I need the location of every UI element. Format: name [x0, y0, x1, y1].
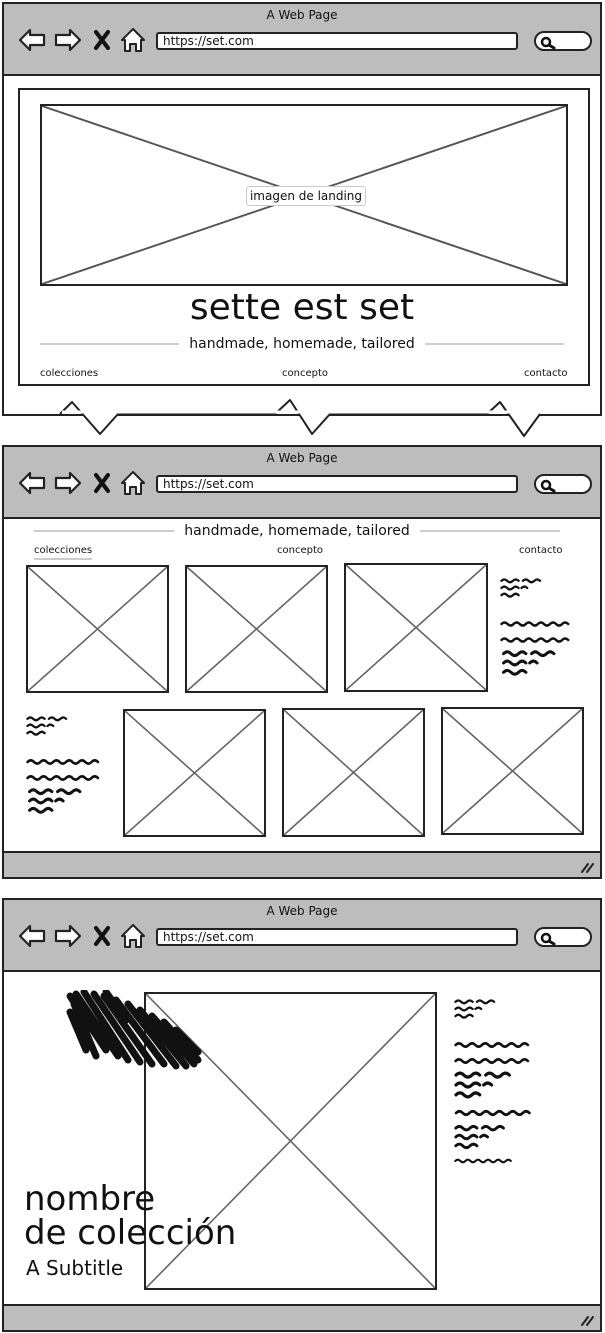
landing-content: imagen de landing sette est set handmade… [4, 76, 600, 414]
collection-thumbnail[interactable] [185, 565, 328, 693]
url-bar[interactable]: https://set.com [156, 32, 518, 50]
collection-thumbnail[interactable] [282, 708, 425, 837]
window-title: A Web Page [266, 904, 338, 918]
url-bar[interactable]: https://set.com [156, 928, 518, 946]
browser-nav-icons[interactable] [16, 26, 146, 54]
collection-thumbnail[interactable] [123, 709, 266, 837]
window-title: A Web Page [266, 451, 338, 465]
browser-window-collections: A Web Page https://set.com handmade, hom… [2, 445, 602, 879]
resize-grip-icon[interactable] [580, 1314, 594, 1326]
scribble-logo-mark [66, 990, 202, 1070]
landing-tagline-row: handmade, homemade, tailored [40, 336, 564, 352]
nav-link-concepto[interactable]: concepto [277, 545, 323, 556]
landing-image-placeholder: imagen de landing [40, 104, 568, 286]
collection-subtitle: A Subtitle [26, 1256, 124, 1280]
divider [40, 343, 180, 345]
landing-tagline: handmade, homemade, tailored [189, 336, 415, 352]
search-box[interactable] [534, 31, 592, 51]
site-title: sette est set [189, 287, 415, 328]
image-placeholder-icon [187, 567, 326, 691]
status-bar [4, 1304, 600, 1330]
browser-toolbar: A Web Page https://set.com [4, 447, 600, 519]
image-placeholder-icon [443, 709, 582, 833]
collection-thumbnail[interactable] [441, 707, 584, 835]
browser-window-landing: A Web Page https://set.com imagen de lan… [2, 2, 602, 416]
image-placeholder-icon [125, 711, 264, 835]
nav-link-colecciones[interactable]: colecciones [40, 368, 99, 379]
browser-nav-icons[interactable] [16, 922, 146, 950]
collection-hero-image [144, 992, 437, 1290]
nav-link-colecciones[interactable]: colecciones [34, 545, 93, 560]
divider [424, 343, 564, 345]
placeholder-text-block [500, 578, 570, 676]
url-bar[interactable]: https://set.com [156, 475, 518, 493]
collection-name-line1: nombre [24, 1179, 156, 1219]
search-icon [540, 478, 556, 494]
window-title: A Web Page [266, 8, 338, 22]
collection-name-line2: de colección [24, 1213, 237, 1253]
divider [419, 530, 560, 532]
search-box[interactable] [534, 474, 592, 494]
search-icon [540, 931, 556, 947]
status-bar [4, 851, 600, 877]
collections-tagline-row: handmade, homemade, tailored [34, 523, 560, 539]
collections-tagline: handmade, homemade, tailored [184, 523, 410, 539]
collection-thumbnail[interactable] [26, 565, 169, 693]
browser-toolbar: A Web Page https://set.com [4, 900, 600, 972]
resize-grip-icon[interactable] [580, 861, 594, 873]
image-placeholder-icon [146, 994, 435, 1288]
detail-content: nombre de colección A Subtitle [4, 972, 600, 1330]
divider [34, 530, 175, 532]
browser-window-detail: A Web Page https://set.com nombre de col… [2, 898, 602, 1332]
search-box[interactable] [534, 927, 592, 947]
nav-link-contacto[interactable]: contacto [524, 368, 568, 379]
image-placeholder-icon [346, 565, 486, 690]
image-placeholder-icon [284, 710, 423, 835]
placeholder-text-block [26, 716, 100, 814]
browser-nav-icons[interactable] [16, 469, 146, 497]
landing-panel [18, 88, 590, 386]
placeholder-text-block [454, 999, 531, 1164]
browser-toolbar: A Web Page https://set.com [4, 4, 600, 76]
nav-link-concepto[interactable]: concepto [282, 368, 328, 379]
flow-connector [59, 399, 541, 437]
nav-link-contacto[interactable]: contacto [519, 545, 563, 556]
collection-thumbnail[interactable] [344, 563, 488, 692]
landing-image-label: imagen de landing [246, 186, 366, 206]
collections-content: handmade, homemade, tailored colecciones… [4, 519, 600, 877]
search-icon [540, 35, 556, 51]
image-placeholder-icon [28, 567, 167, 691]
